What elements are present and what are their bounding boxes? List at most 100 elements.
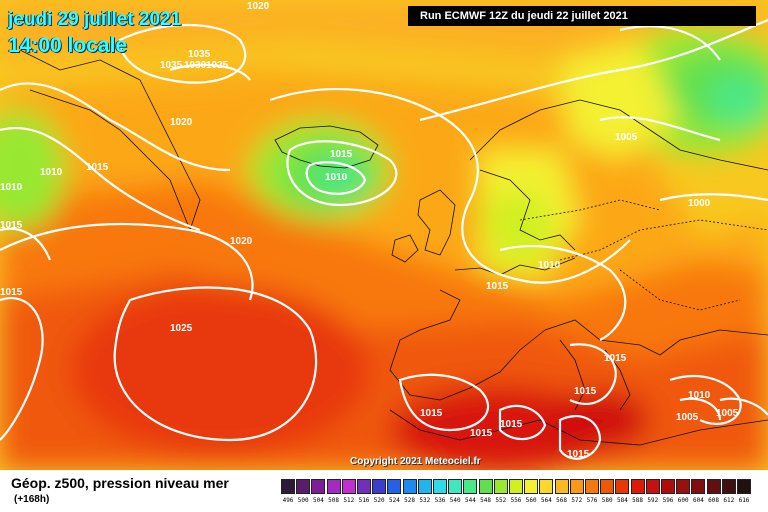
isobar-label: 1020 <box>247 1 270 12</box>
isobar-label: 1015 <box>420 408 443 419</box>
map-title: Géop. z500, pression niveau mer <box>11 475 229 491</box>
color-scale-swatch <box>676 479 691 494</box>
color-scale-swatch <box>691 479 706 494</box>
isobar-label: 1010 <box>325 172 348 183</box>
isobar-label: 1010 <box>688 390 711 401</box>
color-scale-swatch <box>372 479 387 494</box>
coastlines <box>19 49 768 446</box>
color-scale-swatch <box>706 479 721 494</box>
isobar-label: 1015 <box>500 419 523 430</box>
isobar-label: 1015 <box>0 220 23 231</box>
color-scale-label: 544 <box>464 497 476 504</box>
color-scale-swatch <box>326 479 341 494</box>
color-scale-label: 524 <box>388 497 400 504</box>
isobars <box>0 18 768 460</box>
color-scale-label: 604 <box>692 497 704 504</box>
color-scale-swatch <box>402 479 417 494</box>
color-scale-swatch <box>341 479 356 494</box>
color-scale-swatch <box>478 479 493 494</box>
color-scale-swatch <box>615 479 630 494</box>
geopotential-field: 1020 1035 1035 1030 1025 1020 1015 1010 … <box>0 0 768 470</box>
color-scale-swatch <box>554 479 569 494</box>
color-scale-label: 580 <box>601 497 613 504</box>
color-scale-label: 600 <box>677 497 689 504</box>
color-scale-label: 496 <box>282 497 294 504</box>
isobar-label: 1015 <box>86 162 109 173</box>
forecast-date: jeudi 29 juillet 2021 <box>8 9 182 30</box>
lead-time: (+168h) <box>14 494 50 505</box>
color-scale-label: 528 <box>404 497 416 504</box>
color-scale-label: 584 <box>616 497 628 504</box>
color-scale-label: 520 <box>373 497 385 504</box>
isobar-label: 1015 <box>0 287 23 298</box>
forecast-map: 1020 1035 1035 1030 1025 1020 1015 1010 … <box>0 0 768 470</box>
color-scale-label: 536 <box>434 497 446 504</box>
color-scale-swatch <box>463 479 478 494</box>
color-scale-label: 568 <box>556 497 568 504</box>
color-scale-label: 508 <box>328 497 340 504</box>
isobar-label: 1010 <box>0 182 23 193</box>
isobar-labels: 1020 1035 1035 1030 1025 1020 1015 1010 … <box>0 1 739 460</box>
color-scale-label: 532 <box>419 497 431 504</box>
color-scale-swatch <box>661 479 675 494</box>
isobar-label: 1015 <box>567 449 590 460</box>
color-scale-label: 576 <box>586 497 598 504</box>
color-scale-label: 596 <box>662 497 674 504</box>
color-scale-label: 504 <box>312 497 324 504</box>
isobar-label: 1030 <box>184 60 207 71</box>
color-scale-swatch <box>737 479 751 494</box>
isobar-label: 1015 <box>470 428 493 439</box>
color-scale-swatch <box>539 479 554 494</box>
color-scale-label: 548 <box>480 497 492 504</box>
isobar-label: 1015 <box>486 281 509 292</box>
isobar-label: 1035 <box>160 60 183 71</box>
color-scale-swatch <box>509 479 523 494</box>
run-info: Run ECMWF 12Z du jeudi 22 juillet 2021 <box>408 6 756 26</box>
isobar-label: 1015 <box>604 353 627 364</box>
isobar-label: 1000 <box>688 198 711 209</box>
color-scale-label: 552 <box>495 497 507 504</box>
isobar-label: 1025 <box>170 323 193 334</box>
color-scale-swatch <box>433 479 447 494</box>
isobar-label: 1005 <box>676 412 699 423</box>
color-scale-swatch <box>357 479 371 494</box>
isobar-label: 1020 <box>230 236 253 247</box>
color-scale-label: 592 <box>647 497 659 504</box>
color-scale-swatch <box>600 479 615 494</box>
color-scale-swatch <box>493 479 508 494</box>
color-scale-label: 608 <box>708 497 720 504</box>
color-scale-swatch <box>524 479 539 494</box>
color-scale-swatch <box>417 479 432 494</box>
color-scale-label: 512 <box>343 497 355 504</box>
color-scale-swatch <box>630 479 645 494</box>
color-scale-swatch <box>569 479 584 494</box>
color-scale-label: 572 <box>571 497 583 504</box>
color-scale-swatch <box>311 479 326 494</box>
color-scale-swatch <box>281 479 295 494</box>
color-scale-label: 564 <box>540 497 552 504</box>
isobar-label: 1025 <box>206 60 229 71</box>
isobar-label: 1015 <box>330 149 353 160</box>
isobar-label: 1005 <box>615 132 638 143</box>
isobar-label: 1005 <box>716 408 739 419</box>
color-scale-label: 612 <box>723 497 735 504</box>
copyright: Copyright 2021 Meteociel.fr <box>350 456 481 467</box>
color-scale-label: 500 <box>297 497 309 504</box>
isobar-label: 1035 <box>188 49 211 60</box>
isobar-label: 1010 <box>538 260 561 271</box>
forecast-local-time: 14:00 locale <box>8 34 128 57</box>
color-scale-label: 588 <box>632 497 644 504</box>
color-scale-swatch <box>721 479 736 494</box>
color-scale-label: 540 <box>449 497 461 504</box>
color-scale-swatch <box>645 479 660 494</box>
color-scale-swatch <box>585 479 599 494</box>
color-scale-label: 516 <box>358 497 370 504</box>
color-scale-label: 556 <box>510 497 522 504</box>
color-scale-label: 560 <box>525 497 537 504</box>
color-scale-swatch <box>387 479 402 494</box>
color-scale-swatch <box>296 479 311 494</box>
isobar-label: 1010 <box>40 167 63 178</box>
isobar-label: 1015 <box>574 386 597 397</box>
color-scale-label: 616 <box>738 497 750 504</box>
color-scale-swatch <box>448 479 463 494</box>
